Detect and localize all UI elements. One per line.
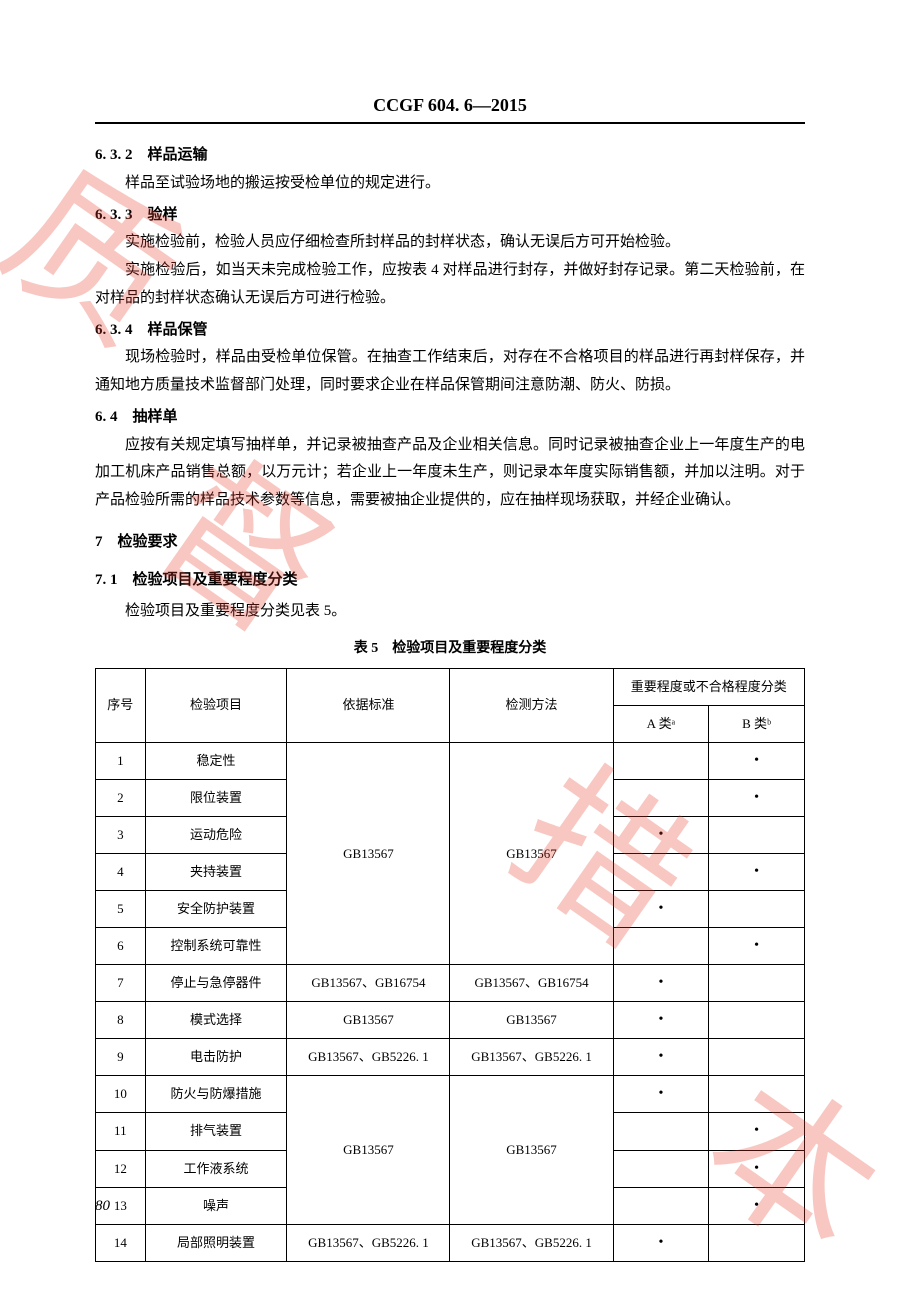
heading-7: 7 检验要求 bbox=[95, 529, 805, 557]
cell-method: GB13567 bbox=[450, 742, 613, 964]
cell-seq: 9 bbox=[96, 1039, 146, 1076]
cell-method: GB13567、GB5226. 1 bbox=[450, 1224, 613, 1261]
cell-item: 稳定性 bbox=[145, 742, 287, 779]
cell-item: 限位装置 bbox=[145, 780, 287, 817]
cell-std: GB13567 bbox=[287, 742, 450, 964]
cell-seq: 2 bbox=[96, 780, 146, 817]
cell-method: GB13567 bbox=[450, 1002, 613, 1039]
cell-std: GB13567 bbox=[287, 1002, 450, 1039]
heading-6-3-3: 6. 3. 3 验样 bbox=[95, 202, 805, 230]
cell-a: • bbox=[613, 1039, 709, 1076]
cell-b bbox=[709, 817, 805, 854]
cell-method: GB13567、GB16754 bbox=[450, 965, 613, 1002]
table-row: 10 防火与防爆措施 GB13567 GB13567 • bbox=[96, 1076, 805, 1113]
cell-b: • bbox=[709, 1150, 805, 1187]
table-row: 8 模式选择 GB13567 GB13567 • bbox=[96, 1002, 805, 1039]
cell-a: • bbox=[613, 891, 709, 928]
cell-seq: 10 bbox=[96, 1076, 146, 1113]
table-row: 7 停止与急停器件 GB13567、GB16754 GB13567、GB1675… bbox=[96, 965, 805, 1002]
cell-b bbox=[709, 891, 805, 928]
th-method: 检测方法 bbox=[450, 668, 613, 742]
cell-b bbox=[709, 965, 805, 1002]
cell-a bbox=[613, 928, 709, 965]
cell-method: GB13567 bbox=[450, 1076, 613, 1224]
cell-b: • bbox=[709, 780, 805, 817]
cell-b bbox=[709, 1002, 805, 1039]
page-number: 80 bbox=[95, 1198, 110, 1215]
cell-item: 控制系统可靠性 bbox=[145, 928, 287, 965]
cell-std: GB13567、GB16754 bbox=[287, 965, 450, 1002]
cell-a: • bbox=[613, 1224, 709, 1261]
cell-item: 模式选择 bbox=[145, 1002, 287, 1039]
cell-seq: 11 bbox=[96, 1113, 146, 1150]
paragraph: 应按有关规定填写抽样单，并记录被抽查产品及企业相关信息。同时记录被抽查企业上一年… bbox=[95, 432, 805, 515]
paragraph: 实施检验后，如当天未完成检验工作，应按表 4 对样品进行封存，并做好封存记录。第… bbox=[95, 257, 805, 313]
cell-b: • bbox=[709, 928, 805, 965]
cell-b: • bbox=[709, 1113, 805, 1150]
cell-b: • bbox=[709, 1187, 805, 1224]
page: 质 督 措 本 CCGF 604. 6—2015 6. 3. 2 样品运输 样品… bbox=[0, 0, 900, 1261]
doc-header: CCGF 604. 6—2015 bbox=[95, 95, 805, 124]
cell-b: • bbox=[709, 742, 805, 779]
cell-item: 运动危险 bbox=[145, 817, 287, 854]
cell-b bbox=[709, 1076, 805, 1113]
table-row: 14 局部照明装置 GB13567、GB5226. 1 GB13567、GB52… bbox=[96, 1224, 805, 1261]
table-5: 序号 检验项目 依据标准 检测方法 重要程度或不合格程度分类 A 类ᵃ B 类ᵇ… bbox=[95, 668, 805, 1262]
heading-7-1: 7. 1 检验项目及重要程度分类 bbox=[95, 567, 805, 595]
cell-b bbox=[709, 1224, 805, 1261]
cell-a bbox=[613, 854, 709, 891]
th-a: A 类ᵃ bbox=[613, 705, 709, 742]
paragraph: 实施检验前，检验人员应仔细检查所封样品的封样状态，确认无误后方可开始检验。 bbox=[95, 229, 805, 257]
cell-item: 夹持装置 bbox=[145, 854, 287, 891]
th-grade: 重要程度或不合格程度分类 bbox=[613, 668, 804, 705]
table-row: 9 电击防护 GB13567、GB5226. 1 GB13567、GB5226.… bbox=[96, 1039, 805, 1076]
cell-seq: 3 bbox=[96, 817, 146, 854]
cell-item: 电击防护 bbox=[145, 1039, 287, 1076]
th-b: B 类ᵇ bbox=[709, 705, 805, 742]
paragraph: 现场检验时，样品由受检单位保管。在抽查工作结束后，对存在不合格项目的样品进行再封… bbox=[95, 344, 805, 400]
cell-item: 排气装置 bbox=[145, 1113, 287, 1150]
cell-item: 局部照明装置 bbox=[145, 1224, 287, 1261]
cell-a bbox=[613, 780, 709, 817]
th-seq: 序号 bbox=[96, 668, 146, 742]
cell-std: GB13567 bbox=[287, 1076, 450, 1224]
cell-item: 噪声 bbox=[145, 1187, 287, 1224]
paragraph: 样品至试验场地的搬运按受检单位的规定进行。 bbox=[95, 170, 805, 198]
cell-a bbox=[613, 1150, 709, 1187]
heading-6-4: 6. 4 抽样单 bbox=[95, 404, 805, 432]
cell-item: 停止与急停器件 bbox=[145, 965, 287, 1002]
cell-seq: 4 bbox=[96, 854, 146, 891]
table-row: 1 稳定性 GB13567 GB13567 • bbox=[96, 742, 805, 779]
cell-std: GB13567、GB5226. 1 bbox=[287, 1224, 450, 1261]
cell-a bbox=[613, 1187, 709, 1224]
th-item: 检验项目 bbox=[145, 668, 287, 742]
cell-a: • bbox=[613, 1076, 709, 1113]
cell-a bbox=[613, 742, 709, 779]
cell-seq: 8 bbox=[96, 1002, 146, 1039]
cell-seq: 5 bbox=[96, 891, 146, 928]
cell-seq: 7 bbox=[96, 965, 146, 1002]
th-std: 依据标准 bbox=[287, 668, 450, 742]
cell-std: GB13567、GB5226. 1 bbox=[287, 1039, 450, 1076]
cell-b bbox=[709, 1039, 805, 1076]
cell-seq: 6 bbox=[96, 928, 146, 965]
cell-method: GB13567、GB5226. 1 bbox=[450, 1039, 613, 1076]
heading-6-3-4: 6. 3. 4 样品保管 bbox=[95, 317, 805, 345]
cell-a bbox=[613, 1113, 709, 1150]
cell-item: 工作液系统 bbox=[145, 1150, 287, 1187]
cell-a: • bbox=[613, 1002, 709, 1039]
cell-b: • bbox=[709, 854, 805, 891]
cell-seq: 14 bbox=[96, 1224, 146, 1261]
content: 6. 3. 2 样品运输 样品至试验场地的搬运按受检单位的规定进行。 6. 3.… bbox=[95, 142, 805, 1262]
table-header-row: 序号 检验项目 依据标准 检测方法 重要程度或不合格程度分类 bbox=[96, 668, 805, 705]
cell-a: • bbox=[613, 965, 709, 1002]
cell-seq: 12 bbox=[96, 1150, 146, 1187]
cell-a: • bbox=[613, 817, 709, 854]
table-5-caption: 表 5 检验项目及重要程度分类 bbox=[95, 636, 805, 662]
paragraph: 检验项目及重要程度分类见表 5。 bbox=[95, 598, 805, 626]
cell-item: 防火与防爆措施 bbox=[145, 1076, 287, 1113]
cell-seq: 1 bbox=[96, 742, 146, 779]
heading-6-3-2: 6. 3. 2 样品运输 bbox=[95, 142, 805, 170]
cell-item: 安全防护装置 bbox=[145, 891, 287, 928]
